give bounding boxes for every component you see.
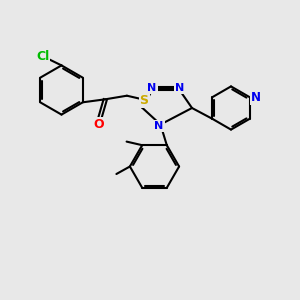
Text: O: O — [93, 118, 104, 131]
Text: N: N — [154, 121, 164, 131]
Text: S: S — [140, 94, 148, 107]
Text: N: N — [148, 83, 157, 93]
Text: Cl: Cl — [36, 50, 49, 63]
Text: N: N — [175, 83, 184, 93]
Text: N: N — [251, 91, 261, 104]
